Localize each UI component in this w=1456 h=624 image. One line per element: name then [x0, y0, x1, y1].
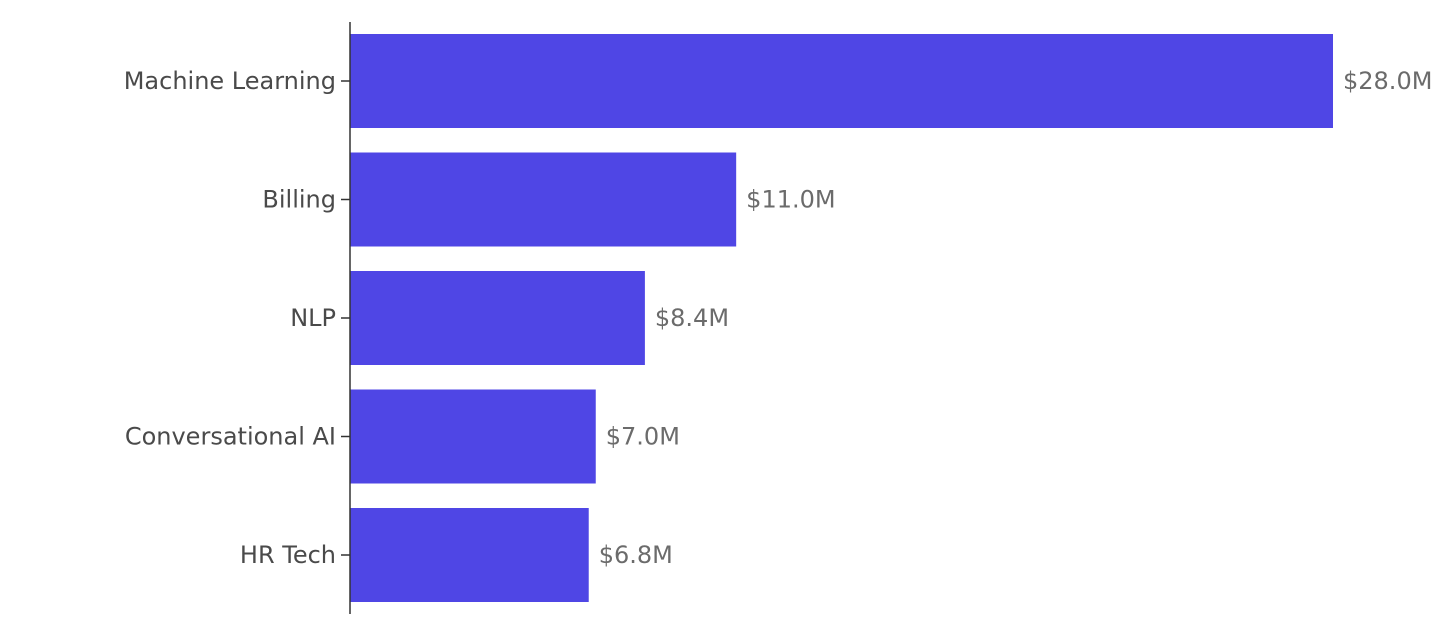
y-tick-label: NLP	[290, 304, 336, 332]
bar	[350, 271, 645, 365]
bar-value-label: $6.8M	[599, 541, 673, 569]
y-tick-label: Machine Learning	[124, 67, 336, 95]
y-tick-label: Conversational AI	[125, 423, 336, 451]
bar-value-label: $8.4M	[655, 304, 729, 332]
y-tick-label: Billing	[262, 186, 336, 214]
bar	[350, 508, 589, 602]
category-labels-layer: Machine Learning Billing NLP Conversational…	[124, 67, 336, 569]
bars-layer	[350, 34, 1333, 602]
y-tick-label: HR Tech	[240, 541, 336, 569]
bar-value-label: $11.0M	[746, 186, 835, 214]
ticks-layer	[341, 80, 350, 556]
bar-value-label: $28.0M	[1343, 67, 1432, 95]
value-labels-layer: $28.0M $11.0M $8.4M $7.0M $6.8M	[599, 67, 1433, 569]
bar	[350, 152, 737, 247]
bar	[350, 34, 1333, 128]
bar	[350, 389, 596, 484]
bar-value-label: $7.0M	[606, 423, 680, 451]
